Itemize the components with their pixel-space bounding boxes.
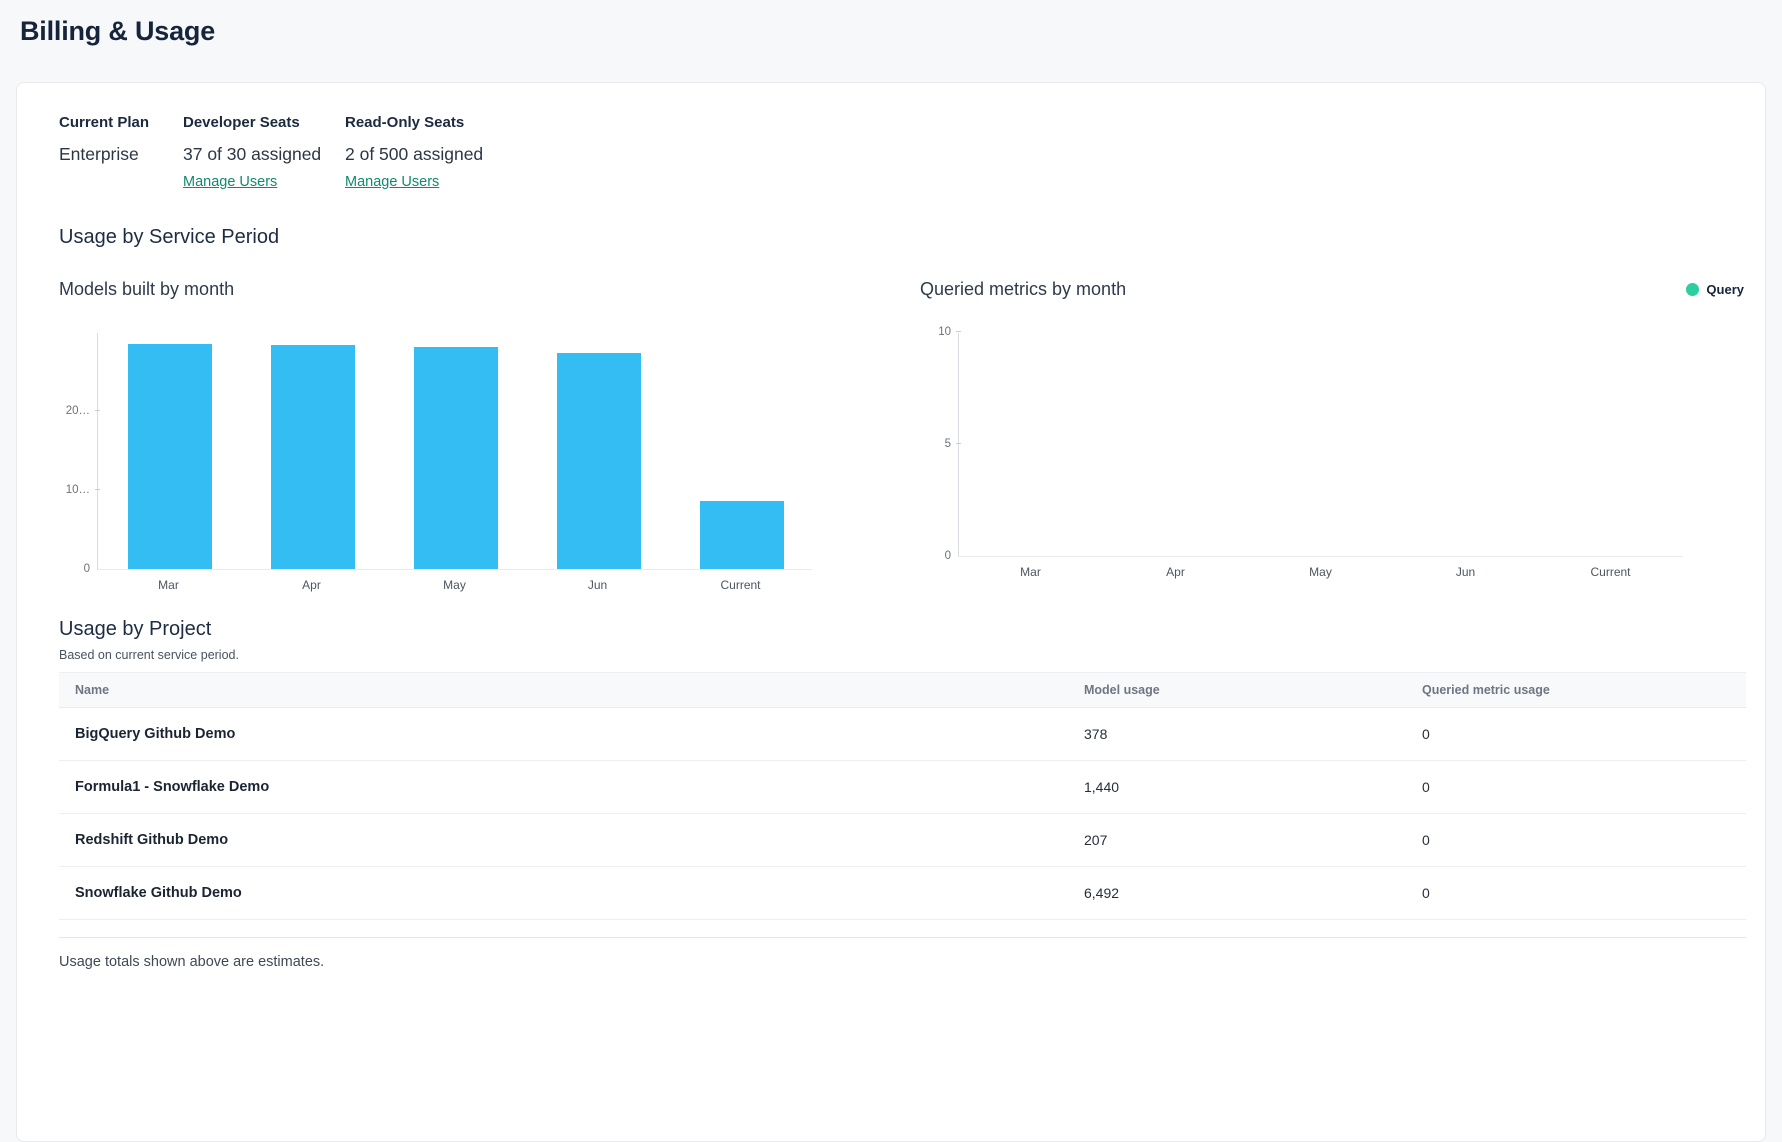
chart-models-built: Models built by month 0 10… 20… Mar Apr May Ju…: [59, 278, 890, 593]
section-title-usage-by-service-period: Usage by Service Period: [59, 226, 280, 248]
plan-developer-seats: Developer Seats 37 of 30 assigned Manage…: [183, 113, 345, 191]
cell-queried-metric-usage: 0: [1422, 779, 1430, 795]
billing-usage-card: Current Plan Enterprise Developer Seats …: [16, 82, 1766, 1142]
current-plan-label: Current Plan: [59, 114, 150, 131]
footer-divider: [59, 937, 1746, 938]
x-axis-label: Jun: [587, 578, 608, 592]
manage-users-link-readonly[interactable]: Manage Users: [345, 174, 440, 190]
cell-model-usage: 6,492: [1084, 885, 1120, 901]
charts-row: Models built by month 0 10… 20… Mar Apr May Ju…: [59, 278, 1744, 593]
cell-model-usage: 378: [1084, 726, 1108, 742]
y-axis-tick-label: 20…: [65, 405, 90, 417]
bar-apr: [270, 345, 355, 569]
chart-title-models-built: Models built by month: [59, 279, 235, 299]
cell-queried-metric-usage: 0: [1422, 832, 1430, 848]
chart-title-queried-metrics: Queried metrics by month: [920, 279, 1127, 299]
cell-project-name: BigQuery Github Demo: [75, 726, 236, 742]
current-plan-value: Enterprise: [59, 144, 139, 164]
models-built-plot: 0 10… 20… Mar Apr May Jun Current: [59, 333, 890, 593]
x-axis-label: Apr: [1166, 565, 1185, 579]
chart-queried-metrics: Queried metrics by month Query 0 5 10 Mar Ap…: [920, 278, 1744, 593]
cell-queried-metric-usage: 0: [1422, 885, 1430, 901]
y-axis-tick-mark: [95, 410, 100, 411]
bar-current: [699, 501, 784, 569]
cell-model-usage: 207: [1084, 832, 1108, 848]
page-title: Billing & Usage: [20, 16, 216, 46]
cell-project-name: Snowflake Github Demo: [75, 885, 242, 901]
chart-legend: Query: [1686, 282, 1744, 297]
table-spacer-row: [59, 920, 1746, 937]
query-legend-dot-icon: [1686, 283, 1700, 296]
queried-metrics-plot: 0 5 10 Mar Apr May Jun Current: [920, 326, 1744, 580]
footer-note: Usage totals shown above are estimates.: [59, 954, 325, 970]
usage-by-project-subtitle: Based on current service period.: [59, 648, 239, 662]
table-row: BigQuery Github Demo 378 0: [59, 708, 1746, 761]
manage-users-link-developer[interactable]: Manage Users: [183, 174, 278, 190]
x-axis-label: Current: [720, 578, 761, 592]
developer-seats-label: Developer Seats: [183, 114, 300, 131]
bar-mar: [127, 343, 212, 569]
readonly-seats-value: 2 of 500 assigned: [345, 144, 484, 164]
x-axis-label: Jun: [1455, 565, 1476, 579]
column-header-queried-metric-usage: Queried metric usage: [1422, 683, 1550, 697]
table-row: Redshift Github Demo 207 0: [59, 814, 1746, 867]
readonly-seats-label: Read-Only Seats: [345, 114, 465, 131]
cell-project-name: Formula1 - Snowflake Demo: [75, 779, 270, 795]
section-title-usage-by-project: Usage by Project: [59, 618, 212, 640]
table-header-row: Name Model usage Queried metric usage: [59, 672, 1746, 708]
table-row: Snowflake Github Demo 6,492 0: [59, 867, 1746, 920]
bar-jun: [556, 352, 641, 569]
bar-may: [413, 347, 498, 569]
plan-readonly-seats: Read-Only Seats 2 of 500 assigned Manage…: [345, 113, 483, 191]
y-axis-tick-label: 10: [938, 326, 951, 338]
cell-queried-metric-usage: 0: [1422, 726, 1430, 742]
plot-area: 0 10… 20…: [66, 333, 812, 575]
cell-project-name: Redshift Github Demo: [75, 832, 229, 848]
x-axis-label: Current: [1590, 565, 1631, 579]
x-axis-label: Mar: [158, 578, 179, 592]
x-axis-label: May: [1309, 565, 1332, 579]
y-axis-tick-mark: [956, 443, 961, 444]
usage-by-project-table: Name Model usage Queried metric usage Bi…: [59, 672, 1746, 937]
query-legend-label: Query: [1706, 282, 1744, 297]
x-axis-label: Apr: [302, 578, 321, 592]
y-axis-tick-label: 5: [944, 438, 951, 450]
column-header-name: Name: [75, 683, 110, 697]
cell-model-usage: 1,440: [1084, 779, 1120, 795]
plot-area: 0 5 10: [938, 326, 1683, 562]
plan-summary: Current Plan Enterprise Developer Seats …: [59, 113, 1744, 191]
y-axis-tick-label: 10…: [65, 484, 90, 496]
plan-current-plan: Current Plan Enterprise: [59, 113, 183, 191]
y-axis-tick-mark: [956, 331, 961, 332]
table-row: Formula1 - Snowflake Demo 1,440 0: [59, 761, 1746, 814]
x-axis-label: May: [443, 578, 466, 592]
column-header-model-usage: Model usage: [1084, 683, 1160, 697]
developer-seats-value: 37 of 30 assigned: [183, 144, 322, 164]
y-axis-tick-label: 0: [83, 563, 90, 575]
y-axis-tick-label: 0: [944, 550, 951, 562]
x-axis-label: Mar: [1020, 565, 1041, 579]
table-body: BigQuery Github Demo 378 0 Formula1 - Snowf…: [59, 708, 1746, 920]
y-axis-tick-mark: [95, 489, 100, 490]
